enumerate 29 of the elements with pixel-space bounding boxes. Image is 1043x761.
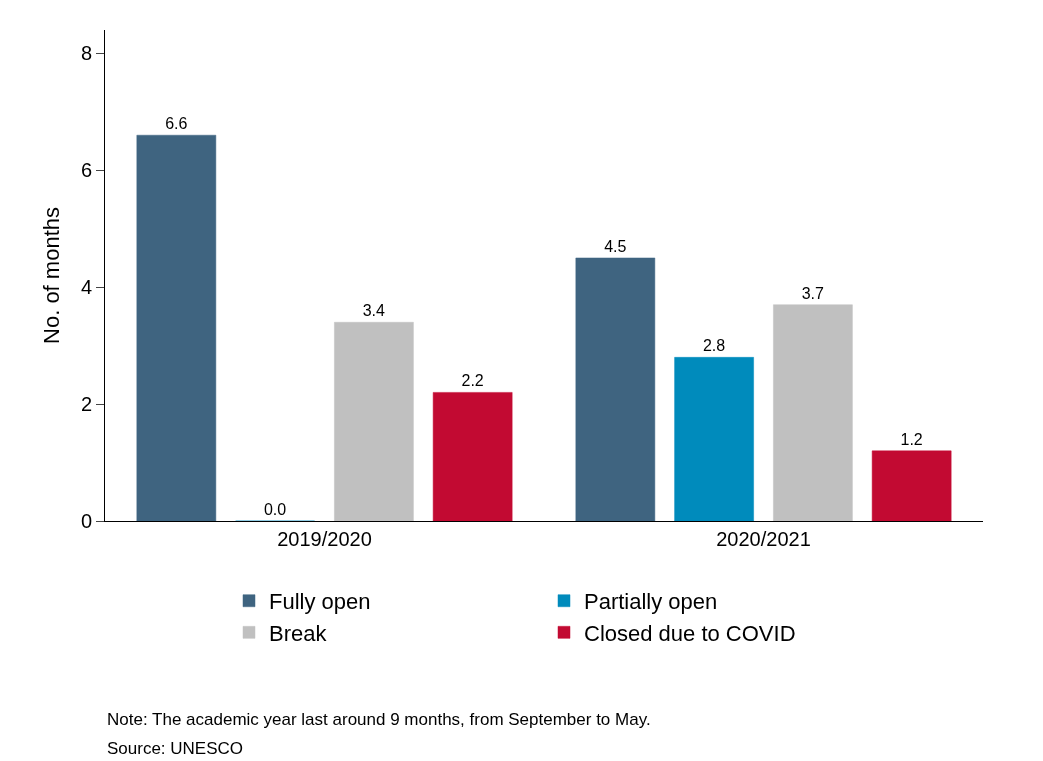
- x-tick-label: 2020/2021: [716, 528, 811, 550]
- y-tick-label: 8: [80, 42, 92, 65]
- data-label: 1.2: [900, 430, 923, 448]
- data-label: 3.7: [801, 284, 825, 302]
- data-label: 4.5: [604, 237, 627, 255]
- bar: [773, 304, 853, 521]
- y-tick-label: 2: [80, 393, 92, 416]
- data-label: 2.8: [702, 337, 726, 355]
- bar: [136, 134, 217, 521]
- text: Note: The academic year last around 9 months, from September to May.: [107, 710, 651, 729]
- bar: [575, 257, 656, 521]
- y-tick-label: 4: [80, 276, 92, 299]
- bar: [334, 322, 414, 521]
- legend-label: Break: [269, 620, 328, 646]
- y-tick-label: 6: [80, 159, 92, 182]
- bar: [871, 450, 952, 521]
- data-label: 2.2: [461, 372, 484, 390]
- data-label: 3.4: [362, 302, 386, 320]
- legend-label: Fully open: [269, 589, 371, 615]
- legend-label: Partially open: [584, 589, 718, 615]
- data-label: 0.0: [263, 501, 287, 518]
- x-tick-label: 2019/2020: [277, 528, 372, 550]
- legend-label: Closed due to COVID: [584, 620, 796, 646]
- bar: [674, 357, 754, 521]
- source-note: Source: UNESCO: [107, 739, 244, 758]
- y-tick-label: 0: [80, 510, 92, 532]
- y-axis-title: No. of months: [38, 207, 64, 344]
- data-label: 6.6: [165, 115, 188, 133]
- bar: [432, 392, 513, 521]
